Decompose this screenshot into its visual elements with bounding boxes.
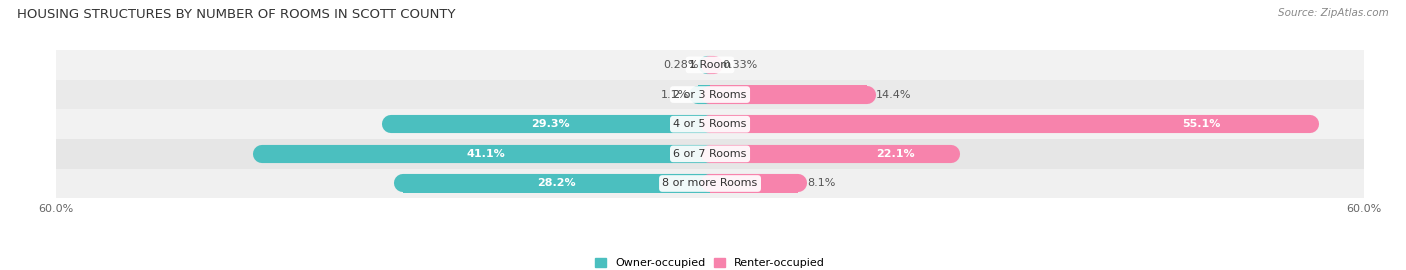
Bar <box>710 174 799 193</box>
Bar <box>56 109 1364 139</box>
Bar <box>262 145 710 163</box>
Bar <box>391 115 710 133</box>
Bar <box>710 85 868 104</box>
Text: 29.3%: 29.3% <box>531 119 569 129</box>
Text: 1.1%: 1.1% <box>661 90 689 100</box>
Text: 4 or 5 Rooms: 4 or 5 Rooms <box>673 119 747 129</box>
Bar <box>710 115 1310 133</box>
Text: 28.2%: 28.2% <box>537 178 575 188</box>
Text: 1 Room: 1 Room <box>689 60 731 70</box>
Text: 55.1%: 55.1% <box>1182 119 1220 129</box>
Text: 41.1%: 41.1% <box>467 149 506 159</box>
Bar <box>56 169 1364 198</box>
Text: 0.33%: 0.33% <box>723 60 758 70</box>
Text: 14.4%: 14.4% <box>876 90 911 100</box>
Bar <box>710 145 950 163</box>
Text: Source: ZipAtlas.com: Source: ZipAtlas.com <box>1278 8 1389 18</box>
Text: 8.1%: 8.1% <box>807 178 835 188</box>
Bar <box>56 80 1364 109</box>
Text: 0.28%: 0.28% <box>662 60 699 70</box>
Bar <box>56 139 1364 169</box>
Text: HOUSING STRUCTURES BY NUMBER OF ROOMS IN SCOTT COUNTY: HOUSING STRUCTURES BY NUMBER OF ROOMS IN… <box>17 8 456 21</box>
Text: 8 or more Rooms: 8 or more Rooms <box>662 178 758 188</box>
Bar <box>707 56 710 74</box>
Bar <box>697 85 710 104</box>
Text: 22.1%: 22.1% <box>876 149 915 159</box>
Bar <box>710 56 714 74</box>
Text: 2 or 3 Rooms: 2 or 3 Rooms <box>673 90 747 100</box>
Bar <box>56 50 1364 80</box>
Text: 6 or 7 Rooms: 6 or 7 Rooms <box>673 149 747 159</box>
Bar <box>402 174 710 193</box>
Legend: Owner-occupied, Renter-occupied: Owner-occupied, Renter-occupied <box>591 254 830 270</box>
